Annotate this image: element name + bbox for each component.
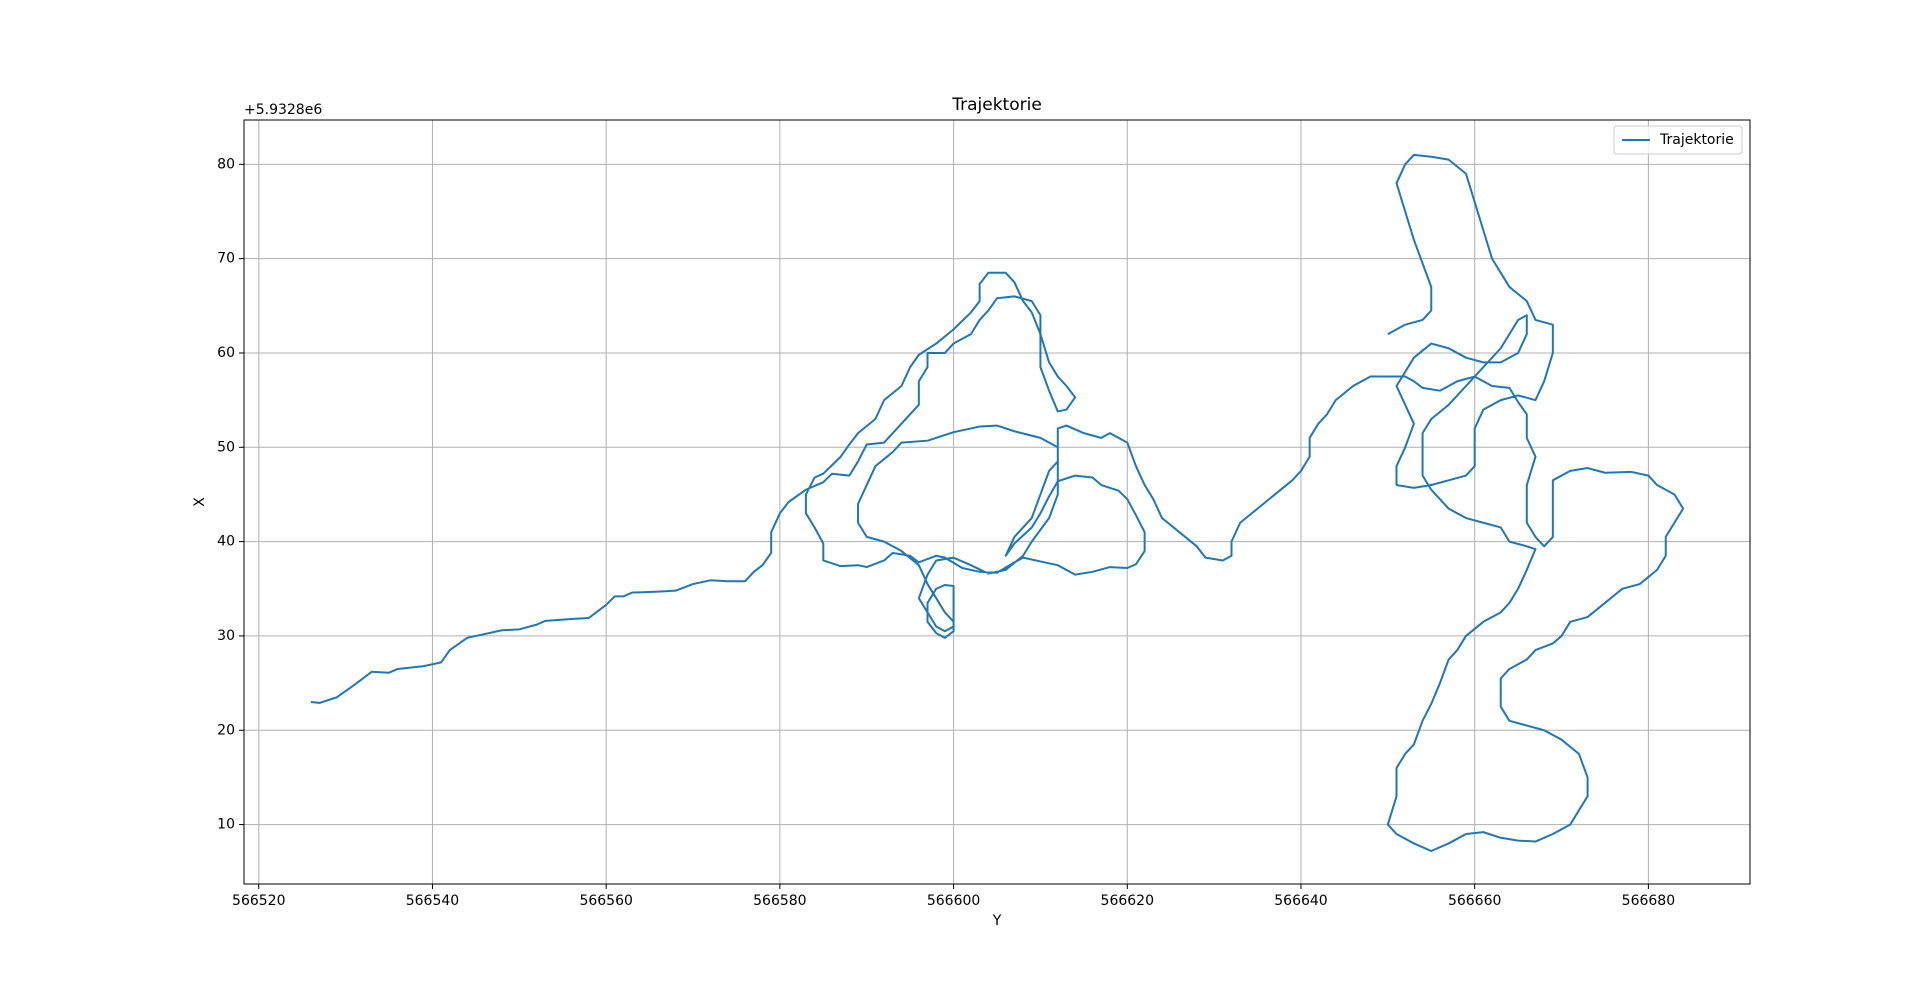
x-tick-label: 566580 [753,893,806,909]
x-tick-label: 566660 [1448,893,1501,909]
y-tick-label: 70 [217,251,235,267]
y-tick-label: 10 [217,817,235,833]
plot-frame [243,119,1751,885]
y-tick-label: 40 [217,534,235,550]
trajectory-line [310,153,1685,852]
x-tick-label: 566640 [1274,893,1327,909]
legend-box [1613,125,1743,155]
y-offset-text: +5.9328e6 [244,102,322,118]
legend-label: Trajektorie [1659,132,1734,148]
y-tick-label: 50 [217,439,235,455]
x-tick-label: 566600 [927,893,980,909]
x-tick-label: 566540 [406,893,459,909]
y-tick-label: 30 [217,628,235,644]
chart-title: Trajektorie [951,95,1042,115]
x-tick-label: 566520 [232,893,285,909]
x-tick-label: 566560 [579,893,632,909]
y-axis-label: X [192,497,208,507]
y-tick-label: 60 [217,345,235,361]
x-axis-label: Y [992,913,1002,929]
x-tick-label: 566620 [1101,893,1154,909]
y-tick-label: 80 [217,156,235,172]
x-tick-label: 566680 [1622,893,1675,909]
y-tick-label: 20 [217,722,235,738]
